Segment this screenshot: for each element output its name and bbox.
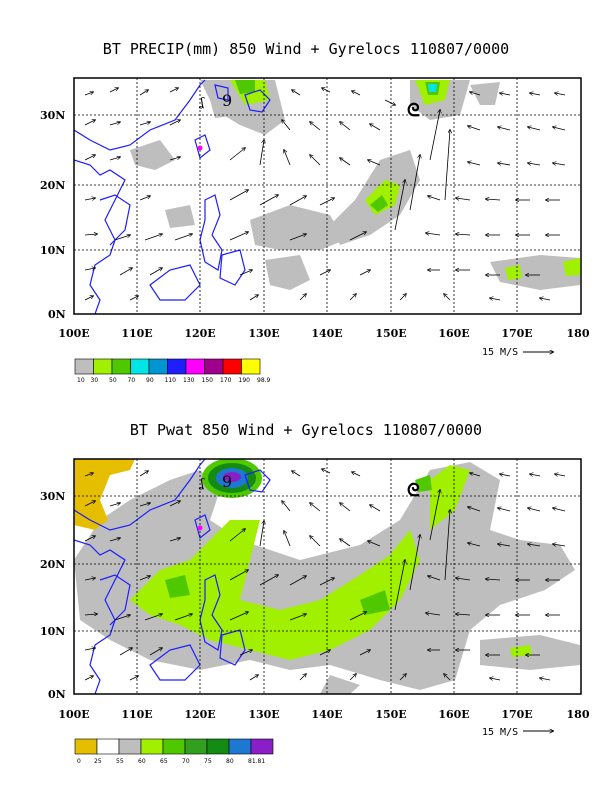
pwat-maximum-region (202, 459, 262, 498)
colorbar-swatch (167, 358, 187, 375)
storm-symbol: ʆ (198, 95, 205, 109)
colorbar-swatch (250, 738, 274, 755)
panel2-lat-labels: 30N 20N 10N 0N (40, 490, 66, 701)
panel1-lon-labels: 100E 110E 120E 130E 140E 150E 160E 170E … (58, 327, 590, 340)
typhoon-icon: ᘓ (407, 480, 420, 501)
colorbar-swatch (148, 358, 168, 375)
lat-label: 0N (48, 308, 66, 321)
lon-label: 130E (248, 708, 279, 721)
colorbar-swatch (204, 358, 224, 375)
colorbar-label: 70 (182, 758, 190, 765)
colorbar-label: 55 (116, 758, 124, 765)
panel2-title: BT Pwat 850 Wind + Gyrelocs 110807/0000 (129, 421, 483, 439)
panel2-wind-vectors (84, 469, 566, 680)
colorbar-swatch (118, 738, 142, 755)
lat-label: 10N (40, 244, 65, 257)
panel2-storm-markers: 9 ʆ ᘓ (198, 472, 420, 501)
lon-label: 100E (58, 327, 89, 340)
colorbar-swatch (162, 738, 186, 755)
panel2-gridlines (74, 459, 581, 694)
colorbar-label: 60 (138, 758, 146, 765)
colorbar-swatch (228, 738, 252, 755)
lon-label: 120E (184, 327, 215, 340)
panel1-scale-label: 15 M/S (482, 347, 518, 358)
colorbar-label: 81.81 (248, 758, 265, 765)
colorbar-swatch (74, 738, 98, 755)
colorbar-swatch (111, 358, 131, 375)
pwat-green-regions (165, 475, 432, 615)
colorbar-label: 130 (183, 377, 195, 384)
colorbar-swatch (96, 738, 120, 755)
panel1-storm-markers: 9 ʆ ᘓ (198, 91, 420, 121)
colorbar-label: 75 (204, 758, 212, 765)
colorbar-swatch (185, 358, 205, 375)
location-marker (197, 525, 203, 531)
panel1-frame (73, 77, 582, 315)
colorbar-label: 65 (160, 758, 168, 765)
lon-label: 170E (501, 708, 532, 721)
panel2-colorbar: 0 25 55 60 65 70 75 80 81.81 (74, 738, 274, 765)
location-marker (197, 145, 203, 151)
lon-label: 110E (121, 708, 152, 721)
panel1-lat-labels: 30N 20N 10N 0N (40, 109, 66, 321)
lon-label: 100E (58, 708, 89, 721)
lon-label: 160E (438, 327, 469, 340)
colorbar-label: 110 (165, 377, 177, 384)
lon-label: 150E (375, 327, 406, 340)
colorbar-label: 98.9 (257, 377, 271, 384)
lon-label: 110E (121, 327, 152, 340)
colorbar-swatch (130, 358, 150, 375)
storm-number-label: 9 (222, 472, 232, 491)
pwat-lightgreen-regions (130, 465, 532, 660)
lon-label: 140E (311, 708, 342, 721)
lat-label: 30N (40, 109, 65, 122)
panel2-frame (73, 458, 582, 695)
colorbar-swatch (241, 358, 261, 375)
lat-label: 20N (40, 558, 65, 571)
panel2-scale-label: 15 M/S (482, 727, 518, 738)
panel1-title: BT PRECIP(mm) 850 Wind + Gyrelocs 110807… (102, 40, 510, 58)
lon-label: 180 (567, 708, 590, 721)
colorbar-label: 80 (226, 758, 234, 765)
colorbar-label: 10 (77, 377, 85, 384)
colorbar-swatch (184, 738, 208, 755)
colorbar-label: 150 (202, 377, 214, 384)
colorbar-swatch (206, 738, 230, 755)
colorbar-label: 0 (77, 758, 81, 765)
lon-label: 180 (567, 327, 590, 340)
pwat-low-region (74, 459, 135, 530)
colorbar-label: 25 (94, 758, 102, 765)
coastlines (74, 459, 271, 694)
storm-number-label: 9 (222, 91, 232, 110)
colorbar-swatch (74, 358, 94, 375)
colorbar-swatch (93, 358, 113, 375)
colorbar-label: 30 (91, 377, 99, 384)
lon-label: 140E (311, 327, 342, 340)
lon-label: 150E (375, 708, 406, 721)
panel1-colorbar: 10 30 50 70 90 110 130 150 170 190 98.9 (74, 358, 271, 384)
colorbar-label: 50 (109, 377, 117, 384)
lat-label: 20N (40, 179, 65, 192)
lon-label: 160E (438, 708, 469, 721)
colorbar-label: 190 (239, 377, 251, 384)
typhoon-icon: ᘓ (407, 100, 420, 121)
lat-label: 10N (40, 625, 65, 638)
lat-label: 30N (40, 490, 65, 503)
lat-label: 0N (48, 688, 66, 701)
lon-label: 120E (184, 708, 215, 721)
colorbar-label: 90 (146, 377, 154, 384)
lon-label: 170E (501, 327, 532, 340)
colorbar-swatch (222, 358, 242, 375)
coastlines (74, 79, 271, 314)
panel1-wind-vectors (84, 88, 566, 300)
panel2-lon-labels: 100E 110E 120E 130E 140E 150E 160E 170E … (58, 708, 590, 721)
storm-symbol: ʆ (198, 476, 205, 490)
lon-label: 130E (248, 327, 279, 340)
colorbar-swatch (140, 738, 164, 755)
colorbar-label: 170 (220, 377, 232, 384)
precip-light-regions (130, 80, 580, 290)
colorbar-label: 70 (128, 377, 136, 384)
panel1-gridlines (74, 78, 581, 314)
